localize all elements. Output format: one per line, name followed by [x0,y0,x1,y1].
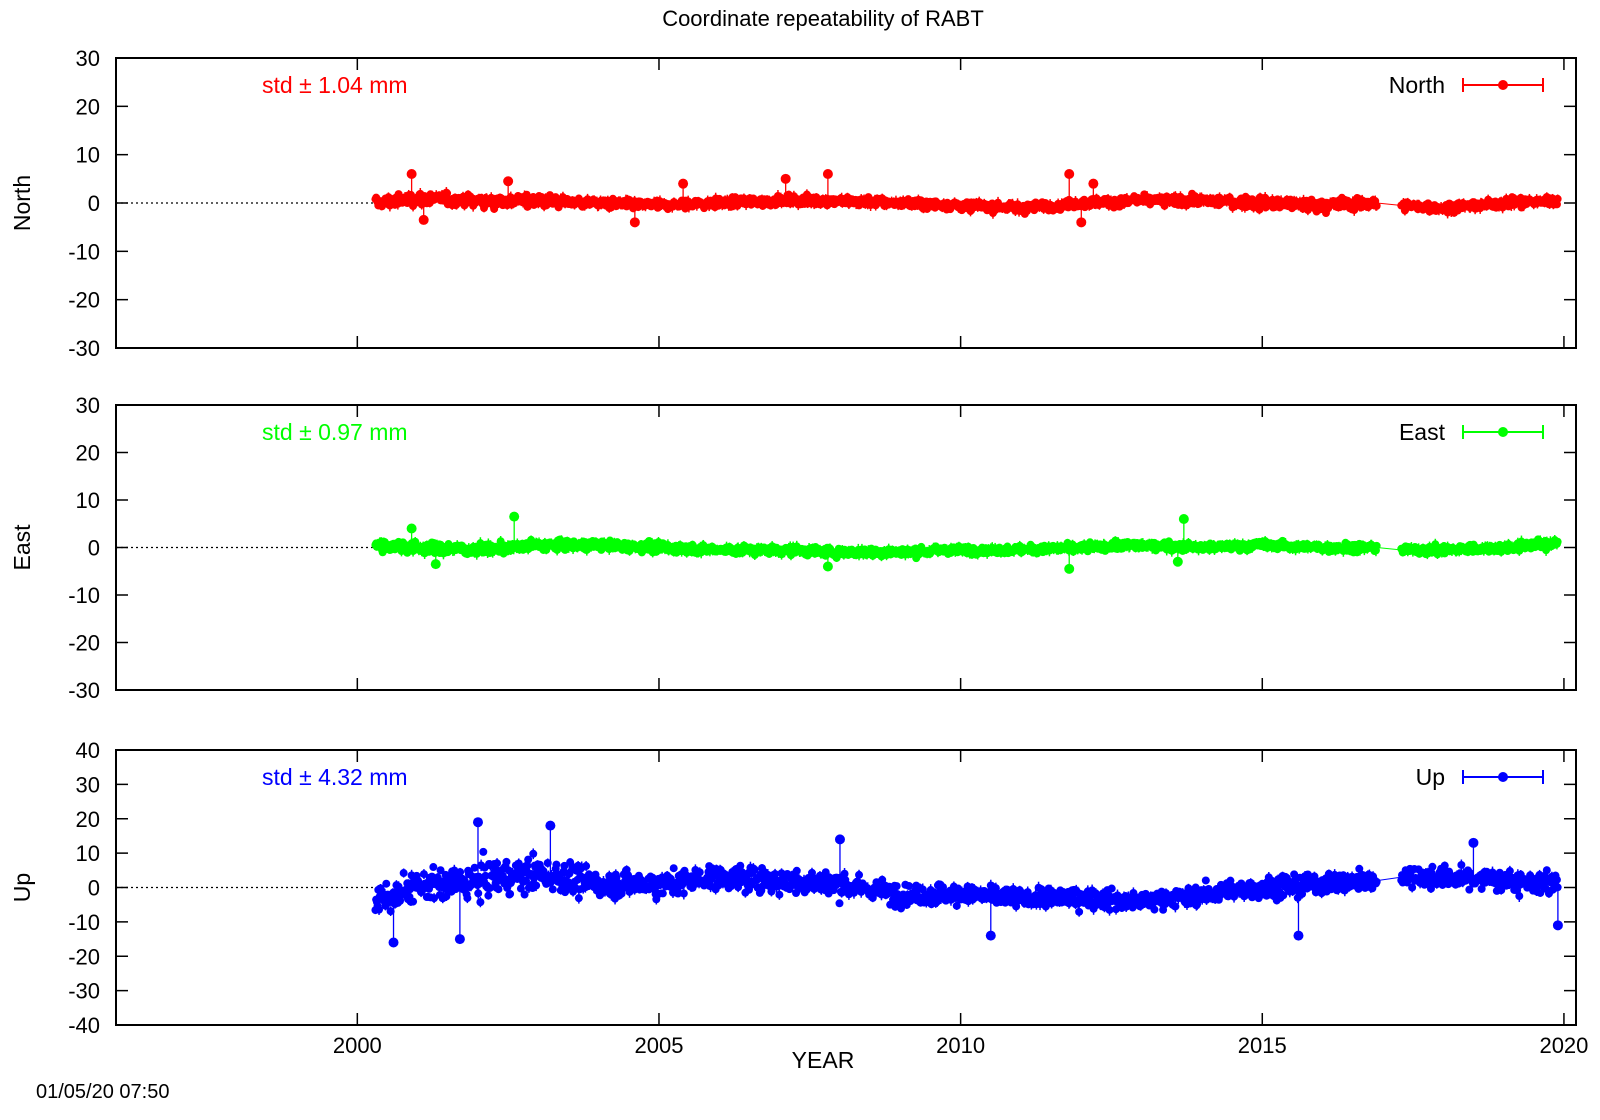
y-tick-label: -10 [68,239,100,264]
outlier-point [503,176,514,187]
legend-marker [1498,427,1508,437]
legend-marker [1498,80,1508,90]
y-tick-label: 30 [76,393,100,418]
y-tick-label: 30 [76,46,100,71]
chart-title: Coordinate repeatability of RABT [662,6,984,31]
legend-label: East [1399,419,1446,445]
y-tick-label: 20 [76,441,100,466]
x-axis-label: YEAR [792,1047,855,1073]
outlier-point [780,173,791,184]
east-panel: 30 20 10 0 -10 -20 -30 East std ± 0.97 mm East [9,393,1577,703]
outlier-point [418,214,429,225]
y-tick-label: -30 [68,678,100,703]
north-panel: 30 20 10 0 -10 -20 -30 North std ± 1.04 mm North [9,46,1577,361]
outlier-point [822,169,833,179]
data-point [1372,201,1381,210]
data-series-east [371,511,1562,574]
y-tick-label: 10 [76,143,100,168]
x-axis-ticks: 2000 2005 2010 2015 2020 [333,1033,1589,1058]
x-tick-label: 2020 [1539,1033,1588,1058]
data-series-north [371,169,1562,228]
outlier-point [1088,178,1099,189]
outlier-point [1064,169,1075,179]
y-tick-label: -20 [68,288,100,313]
data-point [1553,194,1562,203]
outlier-point [629,217,640,228]
y-tick-label: 10 [76,488,100,513]
timestamp: 01/05/20 07:50 [36,1081,169,1103]
y-tick-label: 0 [88,191,100,216]
outlier-point [1076,217,1087,228]
y-tick-label: 20 [76,94,100,119]
y-tick-label: 0 [88,536,100,561]
y-tick-label: -10 [68,583,100,608]
legend-label: North [1389,72,1445,98]
y-axis-label: East [9,524,35,571]
y-tick-label: -30 [68,336,100,361]
y-axis-label: North [9,175,35,231]
std-label: std ± 1.04 mm [262,72,408,98]
outlier-point [678,178,689,189]
x-tick-label: 2005 [634,1033,683,1058]
x-tick-label: 2010 [936,1033,985,1058]
std-label: std ± 0.97 mm [262,419,408,445]
y-tick-label: -20 [68,631,100,656]
x-tick-label: 2000 [333,1033,382,1058]
x-tick-label: 2015 [1238,1033,1287,1058]
outlier-point [406,169,417,179]
data-point [443,189,452,198]
